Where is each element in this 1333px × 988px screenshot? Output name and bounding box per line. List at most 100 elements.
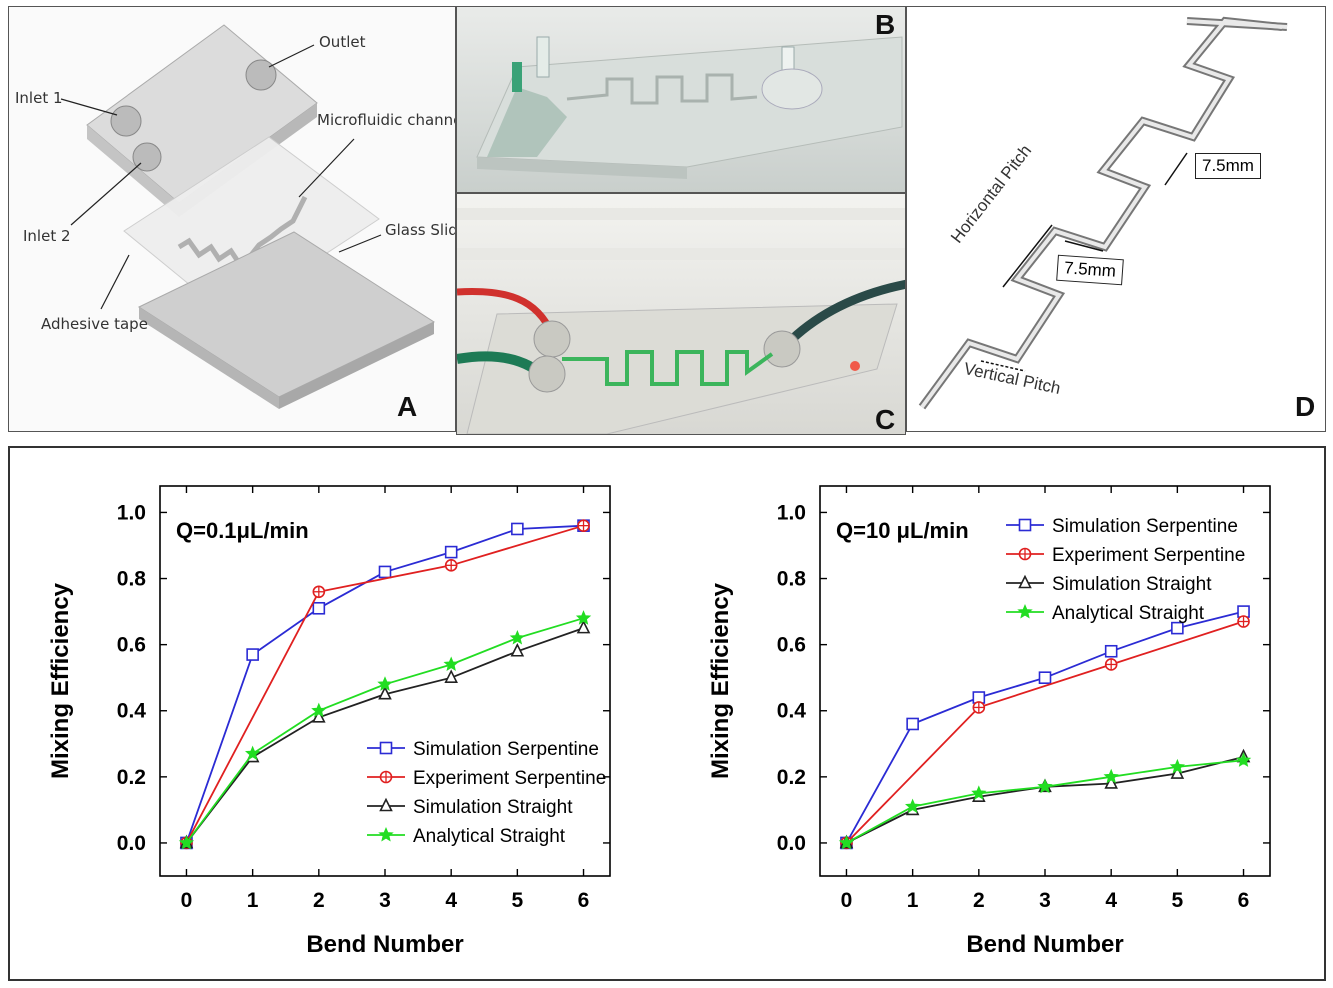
data-point bbox=[246, 648, 259, 661]
series-line bbox=[846, 756, 1244, 844]
y-tick-label: 0.6 bbox=[117, 634, 146, 657]
legend: Simulation Serpentine Experiment Serpenti… bbox=[367, 739, 606, 847]
data-point bbox=[444, 545, 458, 559]
legend-marker bbox=[1018, 574, 1032, 589]
legend-entry: Analytical Straight bbox=[413, 826, 566, 847]
y-tick-label: 1.0 bbox=[117, 501, 146, 524]
panel-b-device-photo: B bbox=[456, 6, 906, 193]
data-point bbox=[378, 685, 392, 700]
data-point bbox=[1104, 644, 1118, 658]
chart-right: 0 1 2 3 4 5 6 0.0 0.2 0.4 0.6 0.8 1.0 Bend Number Mixi… bbox=[707, 485, 1271, 958]
outlet-tubing bbox=[783, 279, 905, 348]
x-tick-label: 3 bbox=[379, 889, 391, 912]
outlet-label: Outlet bbox=[319, 33, 366, 51]
data-point bbox=[575, 610, 592, 625]
exploded-device-drawing bbox=[60, 24, 436, 409]
data-point bbox=[312, 601, 326, 615]
series-line bbox=[845, 610, 1244, 844]
y-tick-label: 0.0 bbox=[777, 832, 806, 855]
dimension-label-mid: 7.5mm bbox=[1056, 254, 1124, 286]
series-1 bbox=[840, 615, 1250, 850]
data-point bbox=[510, 642, 525, 657]
legend-marker bbox=[1017, 603, 1033, 619]
data-point bbox=[312, 585, 326, 599]
x-tick-label: 2 bbox=[973, 889, 985, 912]
data-point bbox=[444, 669, 458, 683]
legend-entry: Simulation Straight bbox=[413, 797, 573, 818]
x-tick-label: 1 bbox=[907, 889, 919, 912]
data-point bbox=[1171, 621, 1184, 635]
series-line bbox=[185, 524, 584, 844]
dim-arrow-mid bbox=[1064, 240, 1104, 252]
y-tick-label: 0.2 bbox=[777, 766, 806, 789]
series-3 bbox=[178, 610, 592, 850]
inlet-1-label: Inlet 1 bbox=[15, 89, 63, 107]
data-point bbox=[444, 559, 458, 572]
y-tick-label: 0.8 bbox=[117, 568, 147, 591]
y-tick-label: 0.6 bbox=[777, 634, 806, 657]
inlet-1-port bbox=[110, 105, 142, 137]
data-point bbox=[972, 701, 986, 714]
panel-d-channel-geometry: 7.5mm 7.5mm Horizontal Pitch Vertical Pi… bbox=[906, 6, 1326, 432]
panel-d-letter: D bbox=[1295, 391, 1316, 422]
y-axis-label: Mixing Efficiency bbox=[47, 582, 74, 779]
data-point bbox=[838, 834, 855, 850]
channel-photo-b bbox=[566, 73, 758, 105]
legend-marker bbox=[379, 741, 393, 755]
legend-marker bbox=[379, 797, 393, 812]
data-point bbox=[377, 676, 393, 691]
data-point bbox=[244, 745, 261, 761]
dimension-label-top: 7.5mm bbox=[1195, 153, 1261, 179]
data-point bbox=[312, 709, 326, 723]
data-point bbox=[577, 519, 590, 532]
legend-marker bbox=[379, 770, 393, 784]
y-tick-label: 1.0 bbox=[777, 501, 806, 524]
data-point bbox=[1170, 765, 1185, 779]
outlet-port bbox=[245, 59, 277, 91]
legend-entry: Simulation Serpentine bbox=[1052, 516, 1238, 537]
x-axis-label: Bend Number bbox=[306, 931, 463, 958]
channel-with-mixing-fluid bbox=[562, 350, 774, 386]
legend-entry: Analytical Straight bbox=[1052, 603, 1205, 624]
panel-a-letter: A bbox=[397, 391, 418, 422]
x-tick-label: 3 bbox=[1039, 889, 1051, 912]
data-point bbox=[443, 656, 459, 671]
vertical-pitch-arrow bbox=[980, 360, 1026, 372]
serpentine-3d-drawing bbox=[918, 16, 1288, 410]
dim-arrow-top bbox=[1164, 152, 1188, 186]
data-point bbox=[511, 522, 524, 536]
legend-entry: Experiment Serpentine bbox=[413, 768, 606, 789]
data-point bbox=[509, 629, 526, 645]
mixing-efficiency-charts: 0 1 2 3 4 5 6 0.0 0.2 0.4 0.6 0.8 1.0 Bend Number Mixi… bbox=[8, 446, 1326, 981]
adhesive-tape-label: Adhesive tape bbox=[41, 315, 148, 333]
horizontal-pitch-arrow bbox=[1002, 224, 1053, 288]
panel-b-letter: B bbox=[875, 9, 896, 40]
data-point bbox=[1038, 671, 1052, 684]
channel-label: Microfluidic channel bbox=[317, 111, 456, 129]
data-point bbox=[1104, 775, 1118, 789]
data-point bbox=[1169, 758, 1186, 774]
y-tick-label: 0.4 bbox=[777, 700, 807, 723]
y-tick-label: 0.8 bbox=[777, 568, 807, 591]
data-point bbox=[1235, 752, 1252, 767]
data-point bbox=[905, 798, 921, 814]
x-tick-label: 2 bbox=[313, 889, 325, 912]
flow-rate-annotation: Q=10 μL/min bbox=[836, 518, 969, 543]
data-point bbox=[1104, 658, 1118, 671]
chart-left: 0 1 2 3 4 5 6 0.0 0.2 0.4 0.6 0.8 1.0 Bend Number Mixi… bbox=[47, 485, 611, 958]
data-point bbox=[576, 619, 591, 634]
x-axis-label: Bend Number bbox=[966, 931, 1123, 958]
device-photo-c bbox=[457, 208, 905, 434]
panel-c-device-flow-photo: C bbox=[456, 193, 906, 435]
device-photo-b bbox=[476, 36, 903, 179]
x-tick-label: 6 bbox=[1238, 889, 1250, 912]
legend-marker bbox=[1018, 518, 1032, 532]
data-point bbox=[1237, 615, 1250, 628]
legend-entry: Simulation Serpentine bbox=[413, 739, 599, 760]
x-tick-label: 4 bbox=[445, 889, 457, 912]
x-tick-label: 0 bbox=[181, 889, 193, 912]
data-point bbox=[971, 785, 987, 800]
glass-slide-label: Glass Slide bbox=[385, 221, 455, 239]
data-point bbox=[178, 834, 195, 850]
y-tick-label: 0.4 bbox=[117, 700, 147, 723]
